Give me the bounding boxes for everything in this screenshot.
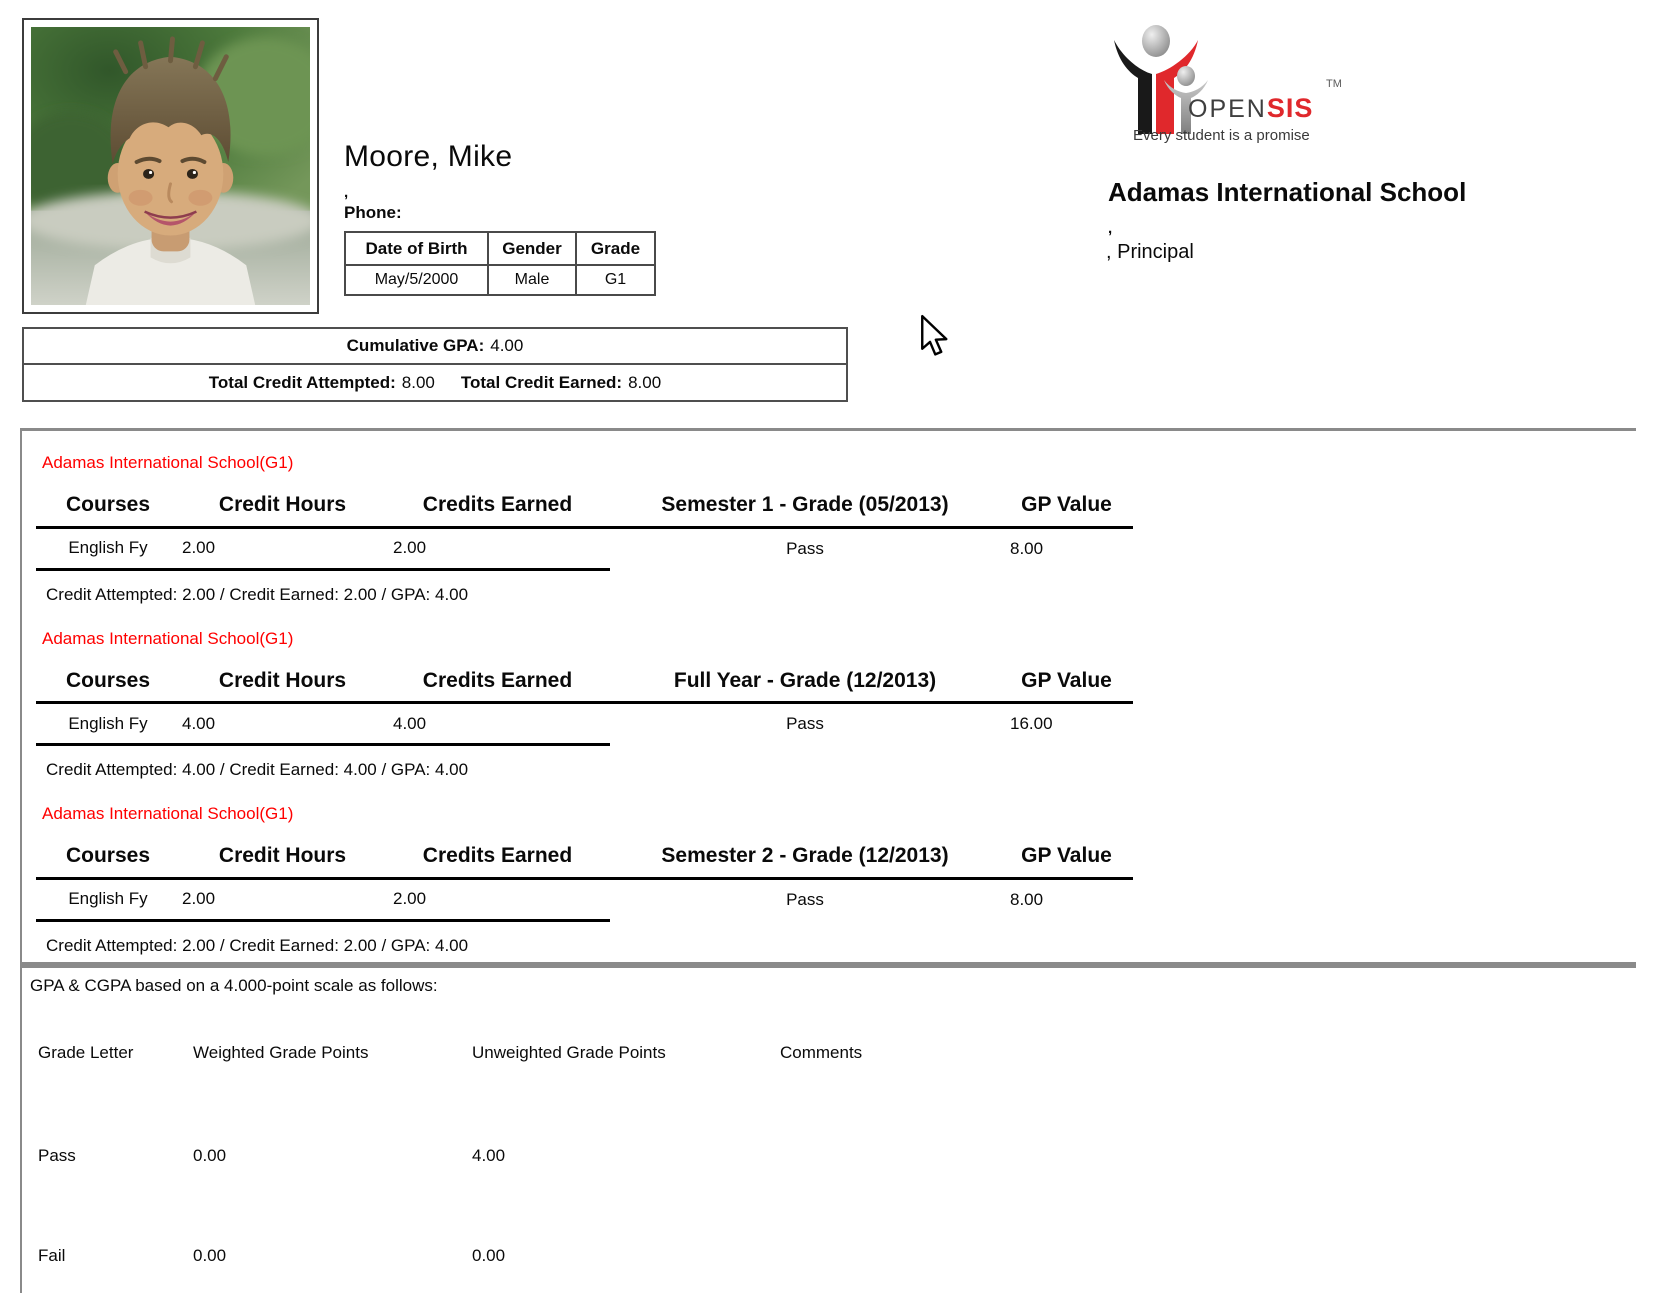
section-school-label: Adamas International School(G1) xyxy=(42,453,294,472)
opensis-wordmark: OPENSIS xyxy=(1188,93,1313,124)
total-credit-earned-value: 8.00 xyxy=(628,372,662,392)
col-grade-period: Semester 1 - Grade (05/2013) xyxy=(610,485,1000,529)
school-address-line: , xyxy=(1108,220,1113,237)
gender-value: Male xyxy=(487,264,577,296)
section-credit-summary: Credit Attempted: 2.00 / Credit Earned: … xyxy=(46,584,469,604)
cumulative-gpa-row: Cumulative GPA: 4.00 xyxy=(24,329,846,365)
student-photo xyxy=(22,18,319,314)
opensis-tagline: Every student is a promise xyxy=(1133,127,1310,144)
scale-col-unweighted: Unweighted Grade Points xyxy=(472,1043,666,1062)
student-demographics-table: Date of Birth Gender Grade May/5/2000 Ma… xyxy=(344,231,656,296)
gender-header: Gender xyxy=(487,231,577,266)
scale-comments xyxy=(780,1146,1636,1166)
col-grade-period: Semester 2 - Grade (12/2013) xyxy=(610,836,1000,880)
course-gp-value: 8.00 xyxy=(1010,889,1044,909)
col-credits-earned: Credits Earned xyxy=(385,836,610,880)
student-name: Moore, Mike xyxy=(344,140,513,173)
col-credit-hours: Credit Hours xyxy=(180,660,385,704)
scale-weighted-points: 0.00 xyxy=(193,1246,227,1265)
col-credits-earned: Credits Earned xyxy=(385,485,610,529)
col-credit-hours: Credit Hours xyxy=(180,485,385,529)
course-name: English Fy xyxy=(36,702,180,746)
scale-grade-letter: Fail xyxy=(38,1246,66,1265)
gpa-scale-header-row: Grade Letter Weighted Grade Points Unwei… xyxy=(38,1043,1636,1063)
gpa-scale-title: GPA & CGPA based on a 4.000-point scale … xyxy=(30,976,438,995)
transcript-box: Adamas International School(G1) Courses … xyxy=(20,428,1636,965)
section-credit-summary: Credit Attempted: 4.00 / Credit Earned: … xyxy=(46,760,469,779)
course-grade: Pass xyxy=(786,538,824,558)
gpa-scale-row: Fail 0.00 0.00 xyxy=(38,1246,1636,1266)
course-grade: Pass xyxy=(786,889,824,909)
opensis-logo-icon xyxy=(1114,25,1208,134)
course-name: English Fy xyxy=(36,527,180,571)
dob-header: Date of Birth xyxy=(344,231,489,266)
course-gp-value: 8.00 xyxy=(1010,538,1044,558)
col-courses: Courses xyxy=(36,485,180,529)
col-credit-hours: Credit Hours xyxy=(180,836,385,880)
school-principal-line: , Principal xyxy=(1106,241,1194,263)
transcript-section: Adamas International School(G1) Courses … xyxy=(22,804,1636,956)
transcript-section: Adamas International School(G1) Courses … xyxy=(22,453,1636,605)
scale-unweighted-points: 4.00 xyxy=(472,1146,506,1165)
col-courses: Courses xyxy=(36,660,180,704)
opensis-wordmark-open: OPEN xyxy=(1188,95,1267,123)
opensis-wordmark-sis: SIS xyxy=(1266,93,1314,123)
course-row: English Fy 4.00 4.00 Pass 16.00 xyxy=(36,702,1133,746)
course-name: English Fy xyxy=(36,878,180,922)
scale-col-weighted: Weighted Grade Points xyxy=(193,1043,369,1062)
col-gp-value: GP Value xyxy=(1000,836,1133,880)
total-credits-row: Total Credit Attempted: 8.00 Total Credi… xyxy=(24,365,846,400)
gpa-scale-section: GPA & CGPA based on a 4.000-point scale … xyxy=(20,965,1636,1293)
scale-col-grade-letter: Grade Letter xyxy=(38,1043,134,1062)
trademark-label: TM xyxy=(1326,78,1342,90)
grade-value: G1 xyxy=(575,264,656,296)
scale-weighted-points: 0.00 xyxy=(193,1146,227,1165)
course-credits-earned: 4.00 xyxy=(385,702,610,746)
col-gp-value: GP Value xyxy=(1000,660,1133,704)
section-school-label: Adamas International School(G1) xyxy=(42,804,294,823)
course-row: English Fy 2.00 2.00 Pass 8.00 xyxy=(36,527,1133,571)
dob-value: May/5/2000 xyxy=(344,264,489,296)
section-school-label: Adamas International School(G1) xyxy=(42,628,294,648)
course-credits-earned: 2.00 xyxy=(385,878,610,922)
total-credit-attempted-value: 8.00 xyxy=(401,372,435,392)
gpa-scale-row: Pass 0.00 4.00 xyxy=(38,1146,1636,1166)
transcript-section: Adamas International School(G1) Courses … xyxy=(22,629,1636,781)
scale-grade-letter: Pass xyxy=(38,1146,76,1165)
grade-header: Grade xyxy=(575,231,656,266)
course-table: Courses Credit Hours Credits Earned Seme… xyxy=(36,836,1133,922)
col-gp-value: GP Value xyxy=(1000,485,1133,529)
scale-col-comments: Comments xyxy=(780,1043,863,1062)
section-credit-summary: Credit Attempted: 2.00 / Credit Earned: … xyxy=(46,935,469,955)
col-credits-earned: Credits Earned xyxy=(385,660,610,704)
student-phone-label: Phone: xyxy=(344,203,402,222)
course-grade: Pass xyxy=(786,714,824,734)
cumulative-gpa-label: Cumulative GPA: xyxy=(346,336,485,355)
gpa-summary-box: Cumulative GPA: 4.00 Total Credit Attemp… xyxy=(22,327,848,402)
total-credit-earned-label: Total Credit Earned: xyxy=(460,372,623,392)
cumulative-gpa-value: 4.00 xyxy=(490,336,524,355)
course-credit-hours: 2.00 xyxy=(180,527,385,571)
school-name: Adamas International School xyxy=(1108,177,1467,207)
course-row: English Fy 2.00 2.00 Pass 8.00 xyxy=(36,878,1133,922)
total-credit-attempted-label: Total Credit Attempted: xyxy=(208,372,396,392)
course-table: Courses Credit Hours Credits Earned Seme… xyxy=(36,485,1133,571)
mouse-cursor-icon xyxy=(921,314,948,356)
student-photo-image xyxy=(31,27,310,305)
course-credits-earned: 2.00 xyxy=(385,527,610,571)
course-table: Courses Credit Hours Credits Earned Full… xyxy=(36,660,1133,746)
course-credit-hours: 4.00 xyxy=(180,702,385,746)
scale-unweighted-points: 0.00 xyxy=(472,1246,506,1265)
course-gp-value: 16.00 xyxy=(1010,714,1053,734)
col-courses: Courses xyxy=(36,836,180,880)
scale-comments xyxy=(780,1246,1636,1266)
course-credit-hours: 2.00 xyxy=(180,878,385,922)
student-address-line: , xyxy=(344,184,349,201)
col-grade-period: Full Year - Grade (12/2013) xyxy=(610,660,1000,704)
